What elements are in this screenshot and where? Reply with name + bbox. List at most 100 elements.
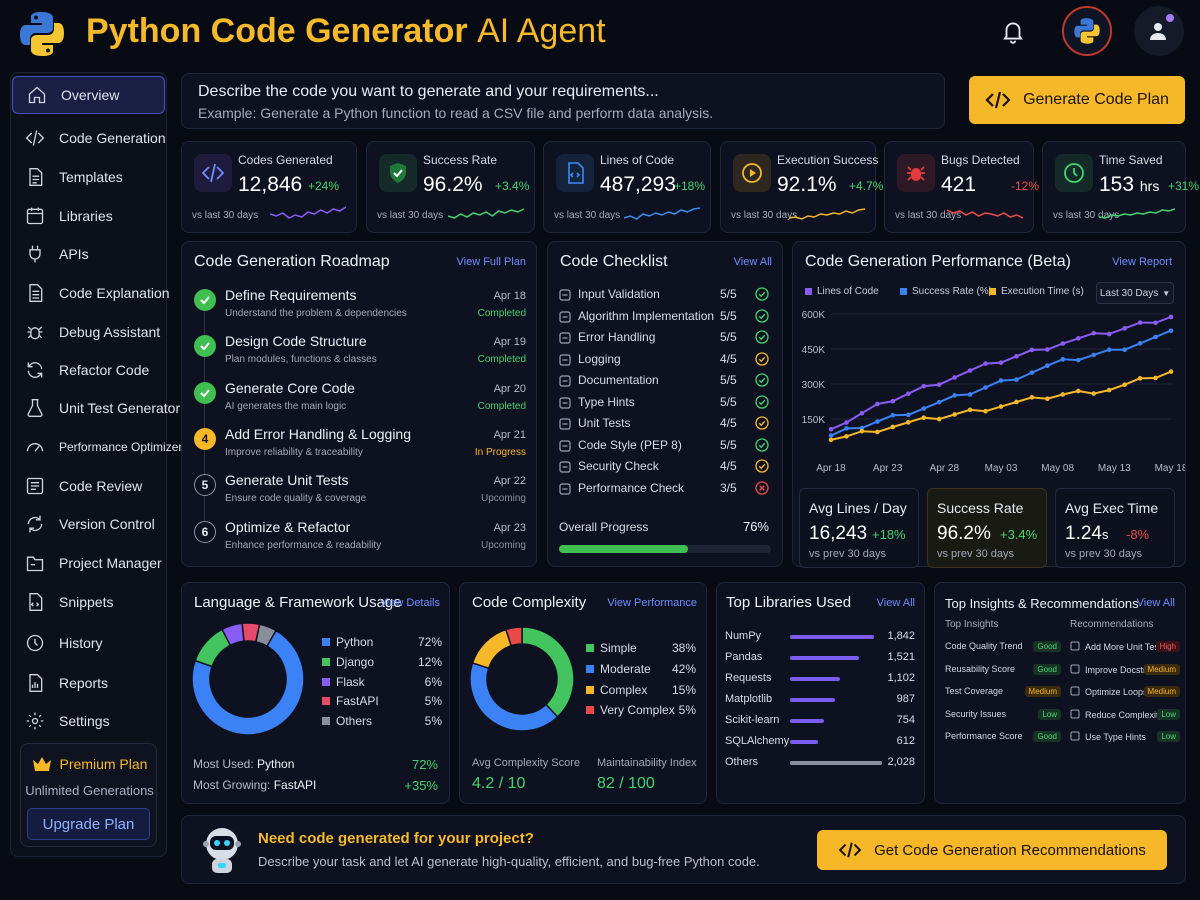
language-slice [255,623,278,648]
upgrade-plan-button[interactable]: Upgrade Plan [27,808,150,840]
sidebar-item-code-generation[interactable]: Code Generation [11,119,166,157]
get-recommendations-button[interactable]: Get Code Generation Recommendations [817,830,1167,870]
view-details-link[interactable]: View Details [379,597,440,609]
roadmap-step[interactable]: 5 Generate Unit Tests Ensure code quality … [194,472,526,516]
insight-row: Code Quality Trend Good [945,641,1061,655]
generate-code-plan-button[interactable]: Generate Code Plan [969,76,1185,124]
recommendation-icon [1070,731,1085,742]
sidebar-item-history[interactable]: History [11,624,166,662]
recommendation-row[interactable]: Use Type Hints Low [1070,731,1180,745]
sidebar-item-settings[interactable]: Settings [11,702,166,740]
step-description: Enhance performance & readability [225,539,382,551]
checklist-item-icon [558,310,572,324]
checklist-item[interactable]: Logging 4/5 [558,352,773,372]
progress-label: Overall Progress [559,520,649,534]
sidebar-item-label: APIs [59,246,89,262]
sidebar-item-overview[interactable]: Overview [12,76,165,114]
recommendation-row[interactable]: Optimize Loops Medium [1070,686,1180,700]
check-circle-icon [194,381,216,404]
library-row[interactable]: Matplotlib 987 [725,693,915,705]
sidebar-item-snippets[interactable]: Snippets [11,583,166,621]
checklist-item[interactable]: Input Validation 5/5 [558,287,773,307]
view-all-checklist-link[interactable]: View All [733,256,772,268]
data-point [1060,357,1066,362]
sidebar-item-code-review[interactable]: Code Review [11,467,166,505]
x-tick-label: Apr 28 [930,463,960,474]
sidebar-item-code-explanation[interactable]: Code Explanation [11,274,170,312]
step-description: Plan modules, functions & classes [225,354,377,366]
recommendation-row[interactable]: Add More Unit Tests High [1070,641,1180,655]
x-tick-label: Apr 18 [816,463,846,474]
checklist-item[interactable]: Type Hints 5/5 [558,395,773,415]
x-circle-icon [755,480,769,495]
prompt-input[interactable]: Describe the code you want to generate a… [181,73,945,129]
library-bar [790,656,859,660]
checklist-score: 5/5 [720,437,737,452]
roadmap-step[interactable]: 4 Add Error Handling & Logging Improve rel… [194,426,526,470]
data-point [921,415,927,421]
snippet-icon [29,593,43,611]
recommendation-row[interactable]: Reduce Complexity Low [1070,708,1180,723]
checklist-item[interactable]: Unit Tests 4/5 [558,416,773,436]
checklist-item[interactable]: Performance Check 3/5 [558,481,773,501]
sidebar-item-unit-test-generator[interactable]: Unit Test Generator [11,389,180,427]
checklist-item[interactable]: Algorithm Implementation 5/5 [558,309,773,329]
roadmap-step[interactable]: Design Code Structure Plan modules, funct… [194,333,526,377]
step-status: Completed [477,354,526,366]
card-delta: -8% [1126,527,1150,542]
checklist-label: Logging [578,351,621,366]
date-range-select[interactable]: Last 30 Days ▼ [1096,282,1174,304]
library-row[interactable]: Requests 1,102 [725,672,915,684]
code-icon [985,91,1011,109]
view-full-plan-link[interactable]: View Full Plan [456,256,527,268]
sidebar-item-apis[interactable]: APIs [11,235,166,273]
step-date: Apr 19 [493,336,526,349]
checklist-item[interactable]: Error Handling 5/5 [558,330,773,350]
series-line [830,329,1172,437]
checklist-item[interactable]: Code Style (PEP 8) 5/5 [558,438,773,458]
y-tick-label: 300K [802,380,826,391]
card-sub: vs prev 30 days [1065,548,1143,560]
view-all-libraries-link[interactable]: View All [876,597,915,609]
library-row[interactable]: SQLAlchemy 612 [725,735,915,747]
roadmap-step[interactable]: Define Requirements Understand the proble… [194,287,526,331]
legend-item: Flask 6% [322,675,442,693]
data-point [1106,331,1112,337]
sidebar-item-reports[interactable]: Reports [11,664,166,702]
step-status: Completed [477,308,526,319]
view-all-insights-link[interactable]: View All [1136,597,1175,609]
view-report-link[interactable]: View Report [1112,256,1172,268]
legend-swatch [900,288,907,295]
user-profile-button[interactable] [1134,6,1184,56]
library-row[interactable]: Scikit-learn 754 [725,714,915,726]
recommendation-row[interactable]: Improve Docstrings Medium [1070,663,1180,678]
view-performance-link[interactable]: View Performance [607,597,697,609]
sidebar-item-libraries[interactable]: Libraries [11,197,166,235]
data-point [998,404,1004,409]
step-date: Apr 23 [493,521,526,534]
stat-value: 96.2% [423,173,483,196]
plug-icon [29,245,41,263]
notifications-button[interactable] [988,6,1038,56]
checklist-item[interactable]: Documentation 5/5 [558,373,773,393]
python-avatar-button[interactable] [1062,6,1112,56]
sidebar-item-refactor-code[interactable]: Refactor Code [11,351,166,389]
data-point [1137,376,1143,381]
sidebar-item-project-manager[interactable]: Project Manager [11,544,166,582]
sidebar-item-debug-assistant[interactable]: Debug Assistant [11,313,166,351]
sidebar-item-performance-optimizer[interactable]: Performance Optimizer [11,428,182,466]
performance-chart: 600K 450K 300K 150K Apr 18 Apr 23 Apr 28 May 03… [802,310,1185,474]
roadmap-step[interactable]: 6 Optimize & Refactor Enhance performance … [194,519,526,563]
checklist-item-icon [558,353,572,367]
library-row[interactable]: Others 2,028 [725,756,915,768]
roadmap-step[interactable]: Generate Core Code AI generates the main … [194,380,526,424]
data-point [1060,341,1066,346]
step-description: Understand the problem & dependencies [225,308,407,319]
sidebar-item-templates[interactable]: Templates [11,158,166,196]
sidebar-item-version-control[interactable]: Version Control [11,505,166,543]
library-row[interactable]: NumPy 1,842 [725,630,915,642]
check-circle-icon [755,394,769,409]
checklist-item[interactable]: Security Check 4/5 [558,459,773,479]
card-value: 16,243 [809,523,868,544]
library-row[interactable]: Pandas 1,521 [725,651,915,663]
